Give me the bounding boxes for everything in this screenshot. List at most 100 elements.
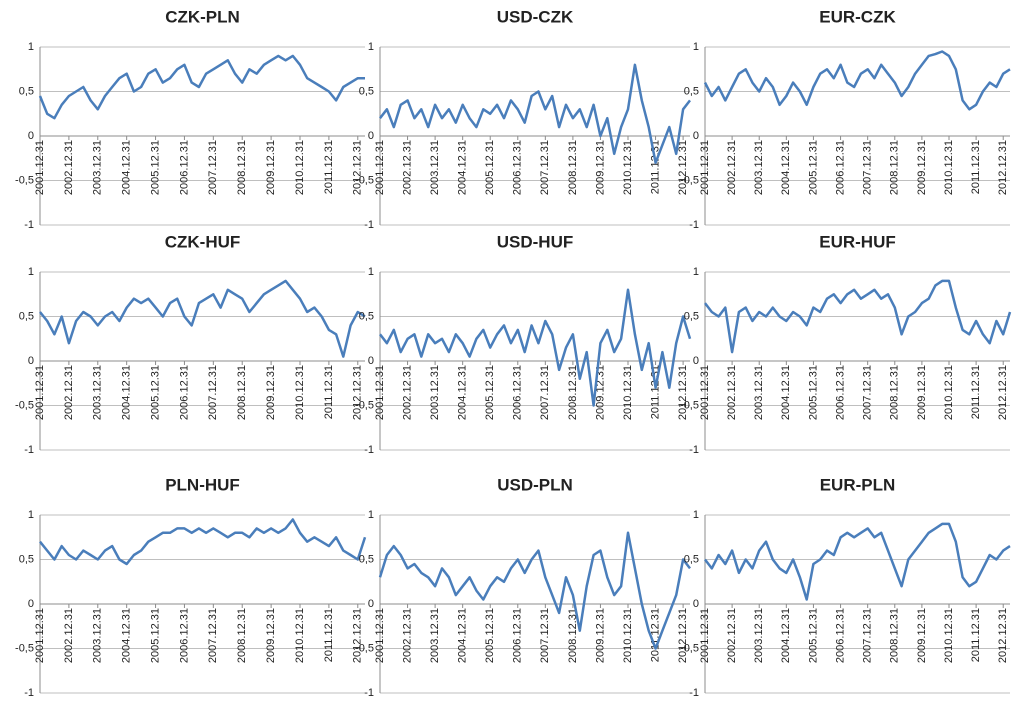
y-tick-label: 0,5 (359, 553, 374, 565)
x-tick-label: 2007.12.31 (862, 365, 874, 420)
y-tick-label: -1 (364, 444, 374, 456)
y-tick-label: -1 (24, 444, 34, 456)
y-tick-label: -0,5 (355, 399, 374, 411)
x-tick-label: 2006.12.31 (512, 608, 524, 663)
x-tick-label: 2008.12.31 (889, 140, 901, 195)
x-tick-label: 2001.12.31 (34, 608, 46, 663)
chart-title: USD-HUF (497, 232, 574, 251)
y-tick-label: 1 (693, 509, 699, 521)
x-tick-label: 2004.12.31 (121, 140, 133, 195)
x-tick-label: 2007.12.31 (539, 608, 551, 663)
y-tick-label: 0,5 (19, 553, 34, 565)
chart-title: PLN-HUF (165, 475, 240, 494)
x-tick-label: 2003.12.31 (429, 140, 441, 195)
x-tick-label: 2001.12.31 (699, 365, 711, 420)
x-tick-label: 2006.12.31 (512, 365, 524, 420)
x-tick-label: 2002.12.31 (726, 365, 738, 420)
y-tick-label: -0,5 (15, 174, 34, 186)
y-tick-label: 0 (28, 355, 34, 367)
y-tick-label: 1 (368, 41, 374, 53)
y-tick-label: -0,5 (15, 399, 34, 411)
x-tick-label: 2011.12.31 (323, 608, 335, 662)
y-tick-label: 0,5 (359, 85, 374, 97)
x-tick-label: 2004.12.31 (121, 365, 133, 420)
x-tick-label: 2002.12.31 (401, 140, 413, 195)
x-tick-label: 2007.12.31 (862, 608, 874, 663)
x-tick-label: 2012.12.31 (677, 140, 689, 195)
y-tick-label: 1 (28, 41, 34, 53)
x-tick-label: 2003.12.31 (429, 608, 441, 663)
x-tick-label: 2004.12.31 (457, 608, 469, 663)
chart-title: USD-PLN (497, 475, 573, 494)
y-tick-label: -1 (24, 219, 34, 231)
x-tick-label: 2012.12.31 (997, 608, 1009, 663)
x-tick-label: 2005.12.31 (149, 608, 161, 663)
x-tick-label: 2006.12.31 (834, 365, 846, 420)
x-tick-label: 2011.12.31 (970, 608, 982, 662)
x-tick-label: 2005.12.31 (484, 365, 496, 420)
x-tick-label: 2009.12.31 (265, 365, 277, 420)
x-tick-label: 2001.12.31 (374, 365, 386, 420)
chart-title: USD-CZK (497, 7, 574, 26)
x-tick-label: 2008.12.31 (236, 608, 248, 663)
y-tick-label: -0,5 (680, 174, 699, 186)
x-tick-label: 2008.12.31 (889, 365, 901, 420)
x-tick-label: 2004.12.31 (457, 140, 469, 195)
data-line (704, 279, 1012, 354)
x-tick-label: 2002.12.31 (63, 365, 75, 420)
x-tick-label: 2011.12.31 (323, 365, 335, 419)
x-tick-label: 2002.12.31 (401, 365, 413, 420)
x-tick-label: 2008.12.31 (567, 140, 579, 195)
x-tick-label: 2006.12.31 (834, 608, 846, 663)
x-tick-label: 2005.12.31 (484, 608, 496, 663)
y-tick-label: -0,5 (680, 642, 699, 654)
x-tick-label: 2010.12.31 (943, 608, 955, 663)
x-tick-label: 2012.12.31 (352, 608, 364, 663)
y-tick-label: -0,5 (680, 399, 699, 411)
x-tick-label: 2012.12.31 (352, 365, 364, 420)
x-tick-label: 2004.12.31 (780, 608, 792, 663)
x-tick-label: 2006.12.31 (512, 140, 524, 195)
x-tick-label: 2001.12.31 (699, 608, 711, 663)
x-tick-label: 2002.12.31 (63, 608, 75, 663)
x-tick-label: 2010.12.31 (622, 140, 634, 195)
x-tick-label: 2007.12.31 (539, 365, 551, 420)
x-tick-label: 2002.12.31 (401, 608, 413, 663)
x-tick-label: 2012.12.31 (997, 365, 1009, 420)
x-tick-label: 2003.12.31 (753, 608, 765, 663)
y-tick-label: -0,5 (355, 642, 374, 654)
x-tick-label: 2004.12.31 (121, 608, 133, 663)
data-line (38, 54, 365, 120)
x-tick-label: 2005.12.31 (807, 140, 819, 195)
x-tick-label: 2009.12.31 (916, 140, 928, 195)
data-line (703, 50, 1011, 111)
x-tick-label: 2010.12.31 (294, 608, 306, 663)
x-tick-label: 2003.12.31 (92, 608, 104, 663)
x-tick-label: 2012.12.31 (677, 365, 689, 420)
chart-title: CZK-PLN (165, 7, 240, 26)
x-tick-label: 2006.12.31 (178, 608, 190, 663)
x-tick-label: 2011.12.31 (649, 608, 661, 662)
x-tick-label: 2012.12.31 (352, 140, 364, 195)
x-tick-label: 2001.12.31 (34, 140, 46, 195)
y-tick-label: 1 (693, 41, 699, 53)
y-tick-label: 0 (693, 355, 699, 367)
y-tick-label: 0,5 (684, 85, 699, 97)
x-tick-label: 2006.12.31 (834, 140, 846, 195)
y-tick-label: 0 (368, 598, 374, 610)
data-line (704, 522, 1011, 601)
x-tick-label: 2006.12.31 (178, 365, 190, 420)
y-tick-label: -1 (364, 687, 374, 699)
x-tick-label: 2003.12.31 (92, 140, 104, 195)
x-tick-label: 2009.12.31 (594, 608, 606, 663)
x-tick-label: 2006.12.31 (178, 140, 190, 195)
y-tick-label: -1 (364, 219, 374, 231)
x-tick-label: 2011.12.31 (970, 140, 982, 194)
x-tick-label: 2010.12.31 (294, 365, 306, 420)
data-line (39, 279, 366, 358)
x-tick-label: 2010.12.31 (622, 365, 634, 420)
x-tick-label: 2010.12.31 (294, 140, 306, 195)
y-tick-label: 0 (368, 130, 374, 142)
x-tick-label: 2004.12.31 (457, 365, 469, 420)
y-tick-label: 0 (28, 598, 34, 610)
